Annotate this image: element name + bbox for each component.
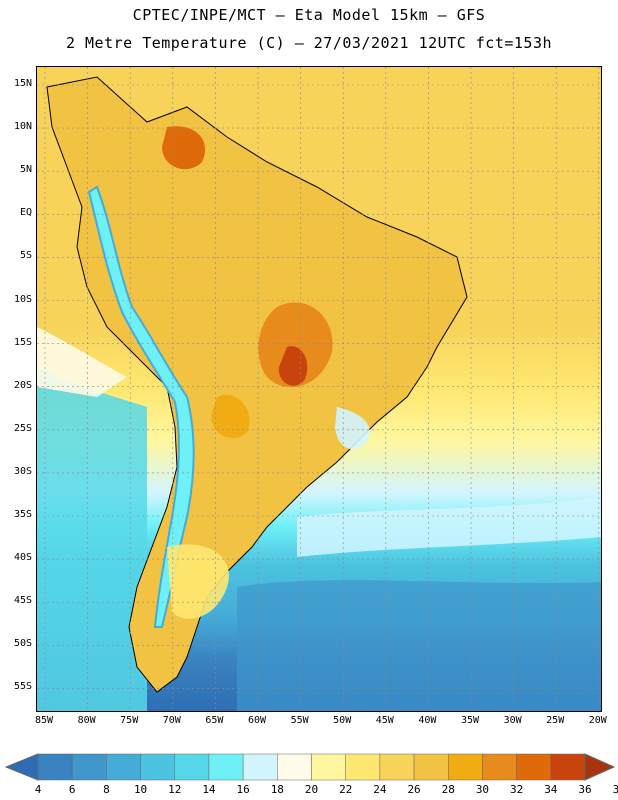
colorbar-label: 18 bbox=[270, 783, 284, 796]
longitude-label: 80W bbox=[77, 715, 96, 726]
latitude-label: 5S bbox=[19, 250, 32, 262]
longitude-label: 60W bbox=[247, 715, 267, 726]
longitude-label: 70W bbox=[162, 715, 181, 726]
longitude-label: 25W bbox=[546, 715, 565, 726]
pacific-cool-area bbox=[37, 367, 147, 711]
colorbar-cell bbox=[71, 753, 107, 781]
colorbar-cell bbox=[140, 753, 175, 781]
latitude-label: 10N bbox=[13, 121, 32, 133]
colorbar-label: 30 bbox=[475, 783, 490, 796]
patagonia-mild-area bbox=[167, 544, 229, 619]
colorbar-cell bbox=[277, 753, 312, 781]
colorbar-label: 14 bbox=[202, 783, 216, 796]
colorbar-max-arrow bbox=[584, 753, 616, 781]
longitude-label: 55W bbox=[290, 715, 309, 726]
colorbar-cell bbox=[242, 753, 278, 781]
warm-area-paraguay bbox=[211, 394, 250, 439]
colorbar-label: 32 bbox=[510, 783, 524, 796]
colorbar-cell bbox=[550, 753, 586, 781]
colorbar-label: 24 bbox=[373, 783, 387, 796]
coastal-cool-area bbox=[335, 407, 370, 450]
hottest-area-pantanal bbox=[278, 346, 308, 386]
colorbar-min-arrow bbox=[4, 753, 39, 781]
map-canvas bbox=[37, 67, 601, 711]
colorbar-cell bbox=[106, 753, 141, 781]
latitude-label: 35S bbox=[13, 509, 32, 520]
colorbar-cell bbox=[174, 753, 210, 781]
colorbar-label: 10 bbox=[133, 783, 148, 796]
colorbar-label: 8 bbox=[103, 783, 110, 796]
longitude-label: 30W bbox=[503, 715, 522, 726]
colorbar-cell bbox=[311, 753, 346, 781]
colorbar-label: 26 bbox=[407, 783, 421, 796]
longitude-label: 50W bbox=[333, 715, 352, 726]
colorbar-cell bbox=[482, 753, 517, 781]
latitude-label: 15S bbox=[13, 336, 32, 348]
latitude-label: 25S bbox=[13, 422, 32, 434]
colorbar-label: 20 bbox=[304, 783, 319, 796]
latitude-label: 45S bbox=[13, 595, 32, 607]
colorbar-label: 4 bbox=[34, 783, 42, 796]
colorbar-label: 6 bbox=[68, 783, 76, 796]
colorbar-label: 12 bbox=[168, 783, 182, 796]
colorbar-cell bbox=[413, 753, 449, 781]
colorbar-label: 36 bbox=[578, 783, 592, 796]
latitude-label: 40S bbox=[13, 552, 32, 564]
latitude-label: 55S bbox=[13, 681, 32, 693]
graticule bbox=[37, 67, 601, 711]
latitude-label: 30S bbox=[13, 465, 32, 477]
colorbar-label: 16 bbox=[236, 783, 250, 796]
map-title: CPTEC/INPE/MCT – Eta Model 15km – GFS bbox=[132, 6, 486, 24]
temperature-map bbox=[36, 66, 602, 712]
latitude-label: 10S bbox=[13, 293, 32, 305]
latitude-label: 50S bbox=[13, 638, 32, 650]
longitude-label: 75W bbox=[120, 715, 139, 726]
colorbar-label: 28 bbox=[441, 783, 455, 796]
south-atlantic-cool bbox=[237, 580, 601, 711]
hot-area-central-brazil bbox=[258, 302, 333, 388]
longitude-label: 65W bbox=[205, 715, 224, 726]
longitude-label: 85W bbox=[34, 715, 54, 726]
colorbar-cell bbox=[448, 753, 483, 781]
longitude-label: 40W bbox=[418, 715, 437, 726]
latitude-label: 20S bbox=[13, 379, 32, 391]
andes-cold-band bbox=[87, 185, 195, 628]
longitude-label: 35W bbox=[460, 715, 480, 726]
colorbar-cell bbox=[208, 753, 244, 781]
longitude-label: 45W bbox=[375, 715, 394, 726]
colorbar bbox=[4, 753, 616, 781]
colorbar-cell bbox=[345, 753, 381, 781]
colorbar-cell bbox=[37, 753, 73, 781]
atlantic-transition bbox=[297, 497, 601, 557]
colorbar-cell bbox=[516, 753, 552, 781]
longitude-label: 20W bbox=[588, 715, 607, 726]
colorbar-cell bbox=[379, 753, 415, 781]
pacific-mild-area bbox=[37, 327, 127, 397]
colorbar-label: 38 bbox=[612, 783, 618, 796]
latitude-label: EQ bbox=[19, 207, 32, 219]
colorbar-label: 34 bbox=[544, 783, 558, 796]
colorbar-label: 22 bbox=[339, 783, 353, 796]
latitude-label: 5N bbox=[19, 164, 32, 176]
latitude-label: 15N bbox=[13, 78, 32, 89]
map-subtitle: 2 Metre Temperature (C) – 27/03/2021 12U… bbox=[65, 34, 553, 52]
